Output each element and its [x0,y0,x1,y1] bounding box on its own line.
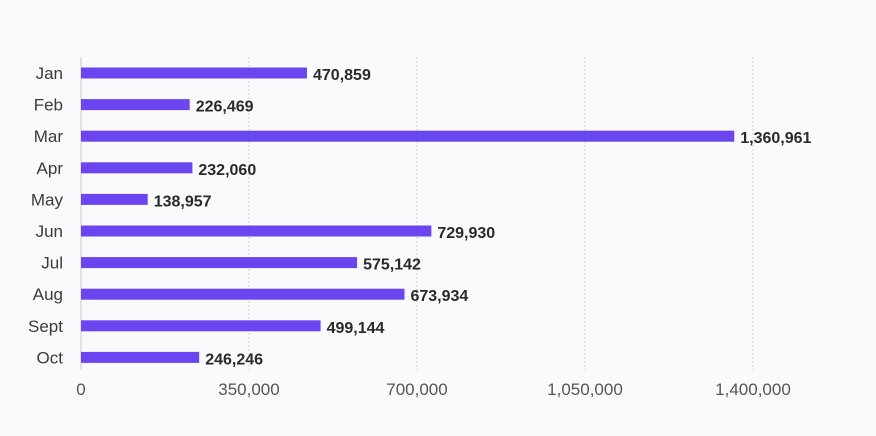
bar [81,225,432,237]
category-label: Apr [37,159,64,178]
bar [81,67,308,79]
grid-lines [80,57,754,370]
x-tick-label: 700,000 [386,380,447,399]
data-label: 575,142 [363,257,421,274]
data-label: 470,859 [313,67,371,84]
x-tick-label: 1,050,000 [547,380,623,399]
data-label: 246,246 [205,351,263,368]
data-label: 138,957 [154,193,212,210]
data-label: 729,930 [437,225,495,242]
x-tick-label: 0 [76,380,85,399]
x-tick-label: 350,000 [218,380,279,399]
data-label: 499,144 [327,320,385,337]
category-label: Jan [36,64,63,83]
category-label: Sept [28,317,63,336]
bar [81,257,358,269]
category-label: May [31,190,64,209]
data-label: 232,060 [198,162,256,179]
category-labels: Jan Feb Mar Apr May Jun Jul Aug Sept Oct [28,64,63,367]
bar [81,351,200,363]
bar [81,99,190,111]
category-label: Feb [34,96,63,115]
category-label: Oct [37,348,64,367]
category-label: Jul [41,254,63,273]
x-axis-tick-labels: 0 350,000 700,000 1,050,000 1,400,000 [76,380,791,399]
bar [81,162,193,174]
bar [81,130,735,142]
data-label: 673,934 [410,288,468,305]
bars [81,67,735,363]
category-label: Jun [36,222,63,241]
data-label: 1,360,961 [740,130,811,147]
bar [81,193,148,205]
x-tick-label: 1,400,000 [715,380,791,399]
data-label: 226,469 [196,99,254,116]
bar [81,320,321,332]
category-label: Aug [33,285,63,304]
category-label: Mar [34,127,64,146]
bar [81,288,405,300]
value-labels: 470,859 226,469 1,360,961 232,060 138,957 729… [154,67,812,368]
